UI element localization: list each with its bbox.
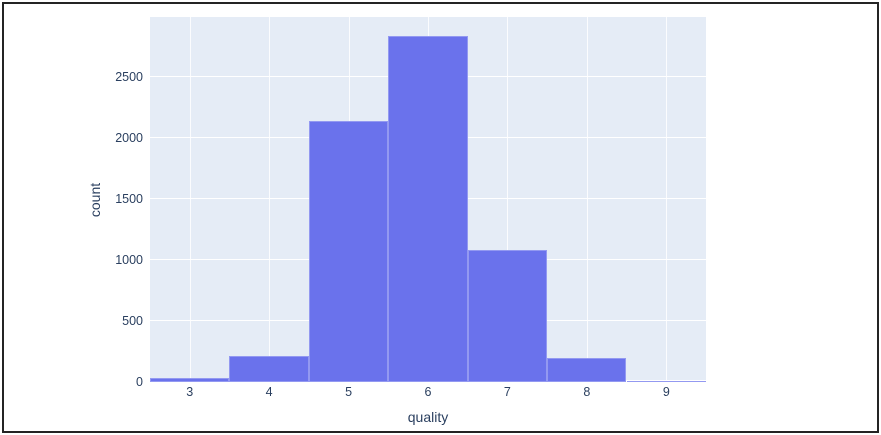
x-tick-label-8: 8 xyxy=(583,385,591,399)
x-tick-label-7: 7 xyxy=(503,385,511,399)
y-tick-label-0: 0 xyxy=(136,375,143,389)
x-tick-label-5: 5 xyxy=(345,385,353,399)
x-gridline-9 xyxy=(666,17,668,382)
x-tick-label-4: 4 xyxy=(265,385,273,399)
histogram-bar-quality-9[interactable] xyxy=(626,381,706,382)
x-gridline-3 xyxy=(189,17,191,382)
histogram-bar-quality-7[interactable] xyxy=(467,250,548,382)
y-tick-label-500: 500 xyxy=(122,314,143,328)
x-gridline-7 xyxy=(507,17,509,382)
x-tick-label-6: 6 xyxy=(424,385,432,399)
y-tick-label-1000: 1000 xyxy=(115,252,143,267)
histogram-bar-quality-5[interactable] xyxy=(308,121,389,382)
y-axis-title: count xyxy=(87,182,103,218)
x-tick-label-3: 3 xyxy=(186,385,194,399)
histogram-bar-quality-4[interactable] xyxy=(229,356,309,382)
x-gridline-4 xyxy=(269,17,271,382)
histogram-bar-quality-6[interactable] xyxy=(388,36,468,382)
histogram-bar-quality-8[interactable] xyxy=(547,358,627,382)
y-tick-label-2000: 2000 xyxy=(115,130,143,145)
y-tick-label-1500: 1500 xyxy=(115,191,143,206)
histogram-bar-quality-3[interactable] xyxy=(150,378,230,382)
x-tick-label-9: 9 xyxy=(662,385,670,399)
y-tick-label-2500: 2500 xyxy=(115,69,143,84)
plot-area xyxy=(150,17,706,382)
x-gridline-8 xyxy=(586,17,588,382)
x-axis-title: quality xyxy=(407,409,449,425)
